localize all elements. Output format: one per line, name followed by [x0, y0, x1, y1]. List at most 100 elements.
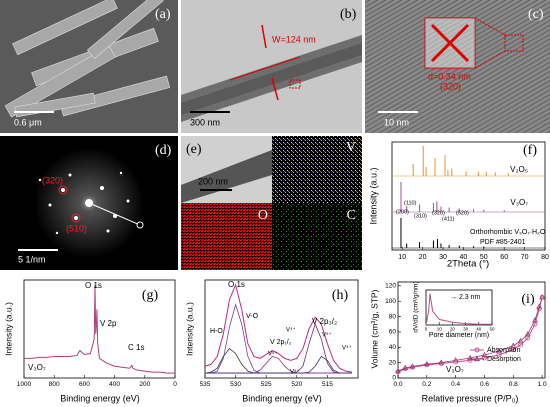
x-tick-label: 0 [173, 381, 177, 388]
x-tick-label: 60 [500, 254, 508, 261]
x-tick-label: 0.4 [451, 381, 460, 388]
x-tick-label: 800 [49, 381, 60, 388]
panel-label: (g) [142, 288, 159, 303]
x-tick-label: 10 [398, 254, 406, 261]
panel-a: (a) 0.6 μm [0, 0, 178, 133]
marker [409, 363, 416, 369]
marker [517, 337, 524, 344]
marker [532, 317, 538, 323]
x-axis-label: 2Theta (°) [447, 259, 489, 270]
element-label: C [347, 208, 356, 223]
panel-c: (c) d=0.34 nm (320) 10 nm [365, 0, 550, 133]
panel-label: (i) [521, 292, 535, 307]
x-axis-label: Binding energy (eV) [60, 393, 140, 403]
series-line [24, 284, 175, 374]
x-tick-label: 0 [425, 327, 428, 332]
x-tick-label: 200 [139, 381, 150, 388]
annotation: Orthorhombic V₃O₇·H₂O [470, 229, 546, 236]
marker [423, 360, 430, 367]
x-tick-label: 80 [541, 254, 549, 261]
marker [524, 330, 531, 337]
series-line [425, 293, 492, 326]
annotation: V 2p₁/₂ [270, 339, 292, 346]
x-tick-label: 1000 [17, 381, 32, 388]
x-tick-label: 40 [476, 327, 482, 332]
annotation: V⁴⁺ [286, 327, 296, 334]
annotation: → 2.3 nm [450, 294, 481, 301]
x-tick-label: 50 [489, 327, 495, 332]
legend-marker [473, 355, 481, 362]
y-tick-label: 20 [389, 359, 397, 366]
annotation: V⁵⁺ [290, 369, 300, 376]
panel-label: (e) [186, 142, 202, 157]
x-tick-label: 50 [480, 254, 488, 261]
marker [481, 351, 488, 357]
x-tick-label: 1.0 [538, 381, 547, 388]
y-tick-label: 0 [392, 375, 396, 382]
y-tick-label: 120 [385, 283, 396, 290]
annotation: V₃O₇ [28, 363, 46, 372]
x-tick-label: 520 [291, 381, 302, 388]
marker [452, 357, 459, 363]
marker [402, 364, 409, 371]
x-tick-label: 30 [463, 327, 469, 332]
x-tick-label: 0.2 [422, 381, 431, 388]
x-tick-label: 525 [261, 381, 272, 388]
panel-label: (h) [332, 288, 349, 303]
panel-b: (b) W=124 nm 300 nm [181, 0, 362, 133]
annotation: (110) [404, 200, 417, 206]
panel-label: (f) [523, 143, 537, 158]
annotation: (320) [42, 175, 63, 185]
y-axis-label: dV/dD (cm³/g/nm) [413, 281, 420, 332]
annotation: (200) [396, 209, 409, 215]
v-map [272, 136, 362, 203]
x-tick-label: 10 [437, 327, 443, 332]
legend-label: Absorption [487, 347, 521, 354]
x-axis-label: Binding energy (eV) [242, 393, 322, 403]
y-tick-label: 60 [389, 329, 397, 336]
annotation: V⁵⁺ [268, 351, 278, 358]
y-tick-label: 100 [385, 298, 396, 305]
annotation: (510) [66, 223, 87, 233]
annotation: PDF #85-2401 [480, 239, 526, 246]
panel-label: (a) [155, 7, 171, 22]
y-axis-label: Intensity (a.u.) [184, 302, 194, 356]
annotation: O 1s [228, 280, 245, 289]
annotation: C 1s [128, 343, 144, 352]
plot-frame [391, 141, 546, 251]
element-label: O [258, 208, 268, 223]
x-tick-label: 70 [521, 254, 529, 261]
c-map [272, 203, 362, 270]
y-axis-label: Intensity (a.u.) [368, 167, 378, 224]
plot-frame [23, 279, 176, 379]
y-tick-label: 40 [389, 344, 397, 351]
annotation: V 2p [100, 319, 117, 328]
series-line [397, 297, 543, 372]
x-tick-label: 0.8 [509, 381, 518, 388]
x-tick-label: 530 [230, 381, 241, 388]
marker [510, 342, 517, 348]
panel-e: (e) 200 nm V O C [181, 136, 362, 270]
y-axis-label: Volume (cm³/g, STP) [369, 289, 379, 368]
series-line [204, 283, 352, 373]
y-tick-label: 80 [389, 313, 397, 320]
legend-marker [474, 347, 480, 353]
annotation: V 2p₃/₂ [312, 317, 337, 326]
panel-label: (b) [340, 7, 357, 22]
legend-label: Desorption [487, 356, 521, 363]
annotation: (411) [442, 216, 455, 222]
series-line [397, 297, 543, 373]
annotation: (310) [414, 213, 427, 219]
scale-label: 10 nm [384, 117, 409, 127]
annotation: O 1s [85, 281, 102, 290]
annotation: d=0.34 nm [428, 71, 471, 81]
annotation: V⁵⁺ [322, 332, 332, 339]
annotation: V-O [246, 313, 259, 320]
annotation: H-O [210, 328, 223, 335]
x-tick-label: 600 [79, 381, 90, 388]
scale-label: 0.6 μm [14, 117, 42, 127]
o-map [181, 203, 272, 270]
marker [482, 355, 487, 361]
marker [536, 303, 543, 309]
